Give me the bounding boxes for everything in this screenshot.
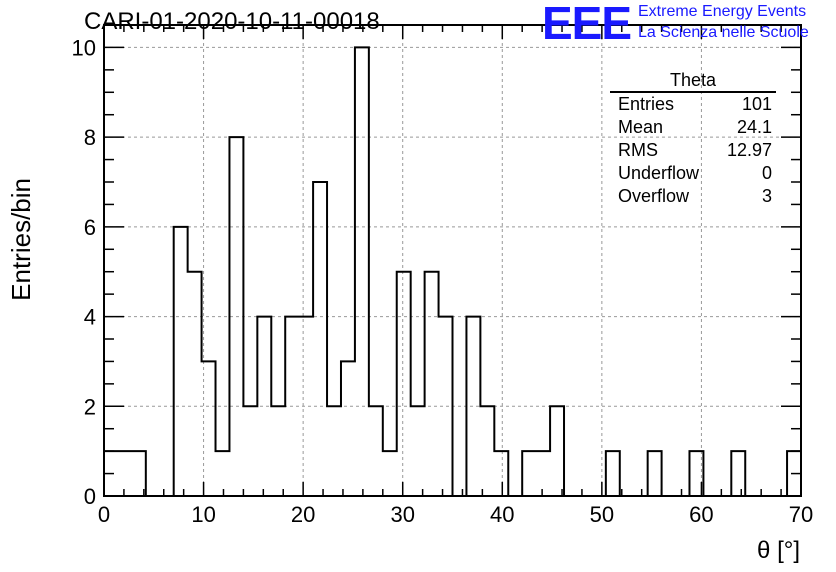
stats-value: 12.97 (726, 140, 772, 160)
x-tick-label: 40 (490, 502, 514, 527)
histogram-bin (522, 451, 536, 496)
histogram-bin (480, 406, 494, 496)
histogram-bin (313, 182, 327, 496)
stats-value: 101 (741, 94, 772, 114)
x-tick-label: 30 (390, 502, 414, 527)
stats-box: Theta Entries 101 Mean 24.1 RMS 12.97 Un… (610, 70, 776, 208)
histogram-bin (550, 406, 564, 496)
eee-logo: EEE (542, 0, 632, 49)
stats-label: Overflow (618, 186, 690, 206)
x-tick-label: 70 (789, 502, 813, 527)
histogram-bin (271, 406, 285, 496)
stats-label: Mean (618, 117, 664, 137)
logo-line-2: La Scienza nelle Scuole (638, 24, 809, 41)
stats-label: Entries (618, 94, 675, 114)
y-tick-label: 10 (72, 35, 96, 60)
histogram-bin (243, 406, 257, 496)
x-axis-label: θ [°] (757, 537, 800, 564)
y-tick-label: 4 (84, 305, 96, 330)
histogram-bin (355, 47, 369, 496)
histogram-bin (257, 317, 271, 496)
histogram-bin (118, 451, 132, 496)
histogram-bin (299, 317, 313, 496)
histogram-bin (341, 361, 355, 496)
histogram-bin (383, 451, 397, 496)
histogram-bin (425, 272, 439, 496)
histogram-bin (411, 406, 425, 496)
stats-row-entries: Entries 101 (610, 93, 776, 116)
stats-label: RMS (618, 140, 658, 160)
y-axis-label: Entries/bin (6, 178, 36, 301)
histogram-bin (648, 451, 662, 496)
histogram-bin (731, 451, 745, 496)
x-tick-label: 60 (689, 502, 713, 527)
stats-title: Theta (610, 70, 776, 93)
x-tick-label: 10 (191, 502, 215, 527)
stats-row-overflow: Overflow 3 (610, 185, 776, 208)
stats-row-rms: RMS 12.97 (610, 139, 776, 162)
histogram-bin (397, 272, 411, 496)
plot-frame (103, 24, 802, 497)
x-tick-label: 50 (590, 502, 614, 527)
logo-line-1: Extreme Energy Events (638, 3, 807, 20)
histogram-bin (494, 451, 508, 496)
stats-row-mean: Mean 24.1 (610, 116, 776, 139)
histogram-bin (216, 451, 230, 496)
histogram-bin (536, 451, 550, 496)
histogram-bin (327, 406, 341, 496)
stats-label: Underflow (618, 163, 700, 183)
chart-title: CARI-01-2020-10-11-00018 (84, 8, 380, 35)
histogram-bin (369, 406, 383, 496)
stats-value: 24.1 (736, 117, 772, 137)
stats-value: 3 (761, 186, 772, 206)
histogram-bin (606, 451, 620, 496)
x-tick-label: 20 (291, 502, 315, 527)
histogram-bin (174, 227, 188, 496)
stats-value: 0 (761, 163, 772, 183)
y-tick-label: 2 (84, 394, 96, 419)
y-tick-label: 0 (84, 484, 96, 509)
stats-row-underflow: Underflow 0 (610, 162, 776, 185)
y-tick-label: 8 (84, 125, 96, 150)
y-tick-label: 6 (84, 215, 96, 240)
x-tick-label: 0 (98, 502, 110, 527)
histogram-bin (188, 272, 202, 496)
